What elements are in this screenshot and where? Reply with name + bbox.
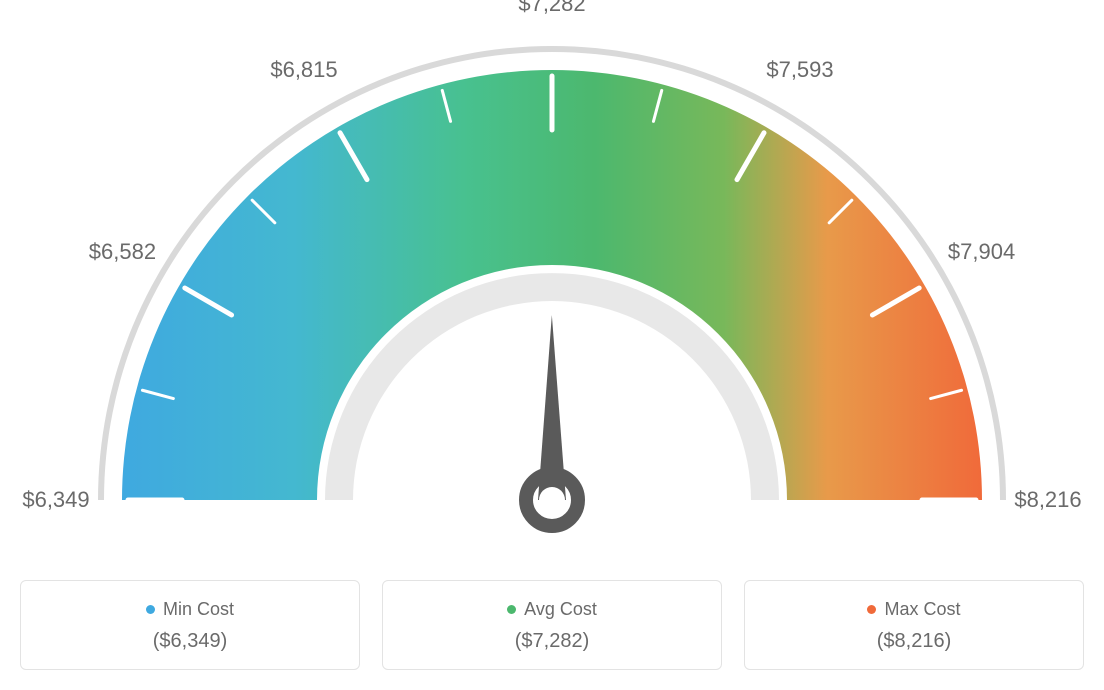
summary-cards: Min Cost ($6,349) Avg Cost ($7,282) Max … [20,580,1084,670]
min-cost-title-row: Min Cost [146,599,234,620]
gauge-tick-label: $7,904 [948,239,1015,265]
gauge-tick-label: $8,216 [1014,487,1081,513]
min-cost-dot-icon [146,605,155,614]
gauge-chart-container: $6,349$6,582$6,815$7,282$7,593$7,904$8,2… [20,20,1084,670]
max-cost-dot-icon [867,605,876,614]
gauge-tick-label: $6,582 [89,239,156,265]
max-cost-value: ($8,216) [745,630,1083,653]
min-cost-title: Min Cost [163,599,234,620]
gauge-svg [20,20,1084,570]
min-cost-card: Min Cost ($6,349) [20,580,360,670]
avg-cost-title: Avg Cost [524,599,597,620]
gauge-tick-label: $7,282 [518,0,585,17]
gauge-tick-label: $6,815 [270,57,337,83]
min-cost-value: ($6,349) [21,630,359,653]
avg-cost-dot-icon [507,605,516,614]
avg-cost-card: Avg Cost ($7,282) [382,580,722,670]
max-cost-title-row: Max Cost [867,599,960,620]
gauge-wrapper: $6,349$6,582$6,815$7,282$7,593$7,904$8,2… [20,20,1084,570]
max-cost-card: Max Cost ($8,216) [744,580,1084,670]
max-cost-title: Max Cost [884,599,960,620]
gauge-tick-label: $7,593 [766,57,833,83]
gauge-tick-label: $6,349 [22,487,89,513]
avg-cost-value: ($7,282) [383,630,721,653]
avg-cost-title-row: Avg Cost [507,599,597,620]
